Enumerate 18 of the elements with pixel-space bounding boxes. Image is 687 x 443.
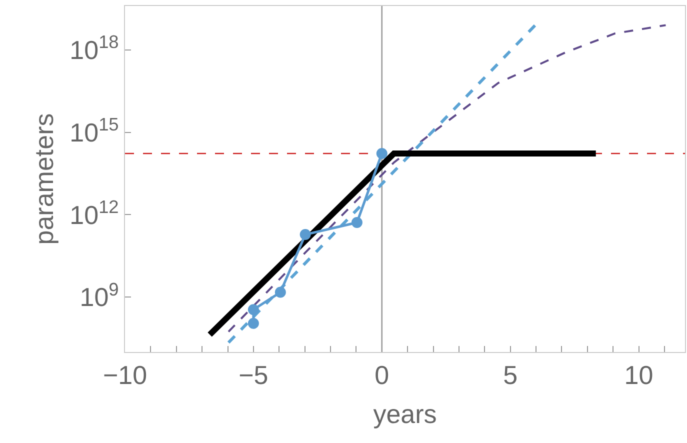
y-tick-label: 10$^{15}$ (70, 114, 119, 148)
x-tick-label: −10 (102, 360, 148, 390)
x-tick-label: 5 (503, 360, 518, 390)
point (300, 229, 311, 240)
y-tick-label: 10$^{9}$ (80, 279, 119, 312)
line-series (228, 24, 667, 333)
x-tick-label: 10 (624, 360, 654, 390)
y-tick-label: 10$^{18}$ (70, 32, 119, 66)
x-axis-title: years (373, 398, 437, 429)
point (376, 148, 388, 159)
x-tick-label: −5 (238, 360, 268, 390)
x-tick-label: 0 (374, 360, 390, 390)
point (248, 304, 259, 316)
point (274, 286, 286, 298)
y-tick-label: 10$^{12}$ (70, 196, 119, 230)
point (248, 318, 259, 329)
point (351, 217, 362, 228)
y-axis-title: parameters (29, 113, 60, 245)
